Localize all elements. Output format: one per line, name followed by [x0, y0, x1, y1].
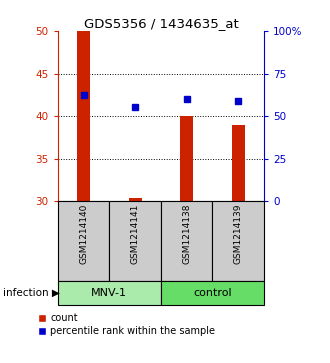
Text: GSM1214139: GSM1214139	[234, 204, 243, 264]
Bar	[58, 201, 109, 281]
Title: GDS5356 / 1434635_at: GDS5356 / 1434635_at	[83, 17, 238, 30]
Text: GSM1214138: GSM1214138	[182, 204, 191, 264]
Text: GSM1214140: GSM1214140	[79, 204, 88, 264]
Text: control: control	[193, 288, 232, 298]
Bar	[109, 201, 161, 281]
Bar	[161, 281, 264, 305]
Bar	[58, 281, 161, 305]
Bar	[232, 125, 245, 201]
Bar	[213, 201, 264, 281]
Bar	[77, 31, 90, 201]
Text: GSM1214141: GSM1214141	[131, 204, 140, 264]
Bar	[180, 116, 193, 201]
Bar	[161, 201, 213, 281]
Text: MNV-1: MNV-1	[91, 288, 127, 298]
Legend: count, percentile rank within the sample: count, percentile rank within the sample	[38, 313, 215, 337]
Text: infection ▶: infection ▶	[3, 288, 60, 298]
Bar	[129, 198, 142, 201]
